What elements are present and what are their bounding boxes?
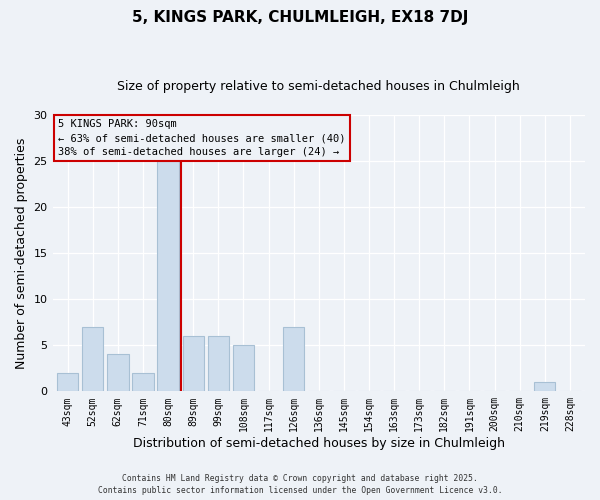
X-axis label: Distribution of semi-detached houses by size in Chulmleigh: Distribution of semi-detached houses by … [133, 437, 505, 450]
Bar [82, 327, 103, 392]
Bar [233, 346, 254, 392]
Text: Contains HM Land Registry data © Crown copyright and database right 2025.
Contai: Contains HM Land Registry data © Crown c… [98, 474, 502, 495]
Bar [57, 373, 78, 392]
Bar [107, 354, 128, 392]
Y-axis label: Number of semi-detached properties: Number of semi-detached properties [15, 138, 28, 369]
Bar [157, 161, 179, 392]
Text: 5 KINGS PARK: 90sqm
← 63% of semi-detached houses are smaller (40)
38% of semi-d: 5 KINGS PARK: 90sqm ← 63% of semi-detach… [58, 119, 346, 157]
Bar [182, 336, 204, 392]
Bar [283, 327, 304, 392]
Title: Size of property relative to semi-detached houses in Chulmleigh: Size of property relative to semi-detach… [118, 80, 520, 93]
Bar [132, 373, 154, 392]
Bar [208, 336, 229, 392]
Text: 5, KINGS PARK, CHULMLEIGH, EX18 7DJ: 5, KINGS PARK, CHULMLEIGH, EX18 7DJ [132, 10, 468, 25]
Bar [534, 382, 556, 392]
